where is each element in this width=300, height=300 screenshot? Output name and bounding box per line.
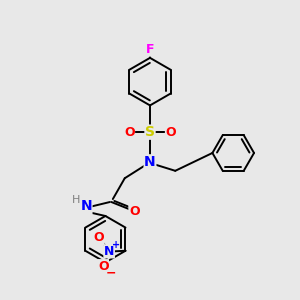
Text: N: N	[104, 245, 114, 258]
Text: O: O	[124, 126, 134, 139]
Text: O: O	[98, 260, 109, 273]
Text: S: S	[145, 125, 155, 139]
Text: N: N	[80, 200, 92, 214]
Text: O: O	[93, 232, 104, 244]
Text: O: O	[166, 126, 176, 139]
Text: −: −	[105, 266, 116, 279]
Text: O: O	[129, 205, 140, 218]
Text: +: +	[112, 240, 120, 250]
Text: N: N	[144, 155, 156, 169]
Text: H: H	[71, 195, 80, 205]
Text: F: F	[146, 43, 154, 56]
